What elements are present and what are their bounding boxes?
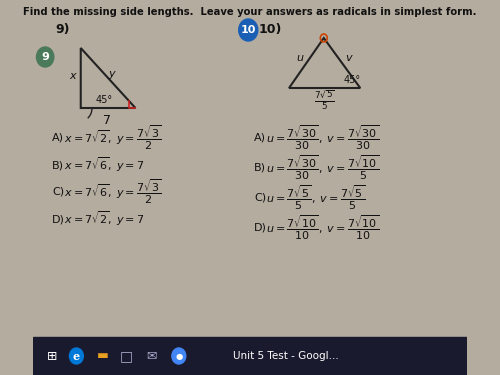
Text: □: □ [120, 349, 134, 363]
Text: ✉: ✉ [146, 350, 156, 363]
Text: $x = 7\sqrt{2},\;  y = \dfrac{7\sqrt{3}}{2}$: $x = 7\sqrt{2},\; y = \dfrac{7\sqrt{3}}{… [64, 124, 162, 152]
Text: 9): 9) [56, 24, 70, 36]
Text: C): C) [52, 187, 64, 197]
Text: $u = \dfrac{7\sqrt{30}}{30},\;  v = \dfrac{7\sqrt{10}}{5}$: $u = \dfrac{7\sqrt{30}}{30},\; v = \dfra… [266, 154, 380, 182]
Text: D): D) [52, 214, 65, 224]
Text: 45°: 45° [96, 95, 112, 105]
Text: $\frac{7\sqrt{5}}{5}$: $\frac{7\sqrt{5}}{5}$ [314, 88, 335, 112]
Circle shape [238, 19, 258, 41]
Text: ⊞: ⊞ [47, 350, 58, 363]
Text: C): C) [254, 193, 266, 203]
Text: 9: 9 [41, 52, 49, 62]
Text: 45°: 45° [344, 75, 361, 85]
Text: u: u [297, 53, 304, 63]
Text: e: e [73, 351, 80, 361]
Text: $u = \dfrac{7\sqrt{5}}{5},\;  v = \dfrac{7\sqrt{5}}{5}$: $u = \dfrac{7\sqrt{5}}{5},\; v = \dfrac{… [266, 184, 366, 212]
Text: $u = \dfrac{7\sqrt{10}}{10},\;  v = \dfrac{7\sqrt{10}}{10}$: $u = \dfrac{7\sqrt{10}}{10},\; v = \dfra… [266, 214, 380, 242]
Text: ●: ● [175, 351, 182, 360]
Text: B): B) [254, 163, 266, 173]
Text: A): A) [52, 133, 64, 143]
Circle shape [172, 348, 186, 364]
Text: $x = 7\sqrt{6},\;  y = \dfrac{7\sqrt{3}}{2}$: $x = 7\sqrt{6},\; y = \dfrac{7\sqrt{3}}{… [64, 178, 162, 206]
Text: v: v [345, 53, 352, 63]
Text: $x = 7\sqrt{6},\;  y = 7$: $x = 7\sqrt{6},\; y = 7$ [64, 156, 145, 174]
Circle shape [36, 47, 54, 67]
Circle shape [70, 348, 84, 364]
Bar [33, 337, 467, 375]
Text: B): B) [52, 160, 64, 170]
Text: $x = 7\sqrt{2},\;  y = 7$: $x = 7\sqrt{2},\; y = 7$ [64, 210, 145, 228]
Text: Unit 5 Test - Googl...: Unit 5 Test - Googl... [232, 351, 338, 361]
Text: 10: 10 [240, 25, 256, 35]
Text: A): A) [254, 133, 266, 143]
Text: D): D) [254, 223, 267, 233]
Text: 7: 7 [103, 114, 111, 126]
Text: ▬: ▬ [96, 350, 108, 363]
Text: y: y [108, 69, 114, 79]
Text: $u = \dfrac{7\sqrt{30}}{30},\;  v = \dfrac{7\sqrt{30}}{30}$: $u = \dfrac{7\sqrt{30}}{30},\; v = \dfra… [266, 124, 380, 152]
Text: 10): 10) [258, 24, 282, 36]
Text: Find the missing side lengths.  Leave your answers as radicals in simplest form.: Find the missing side lengths. Leave you… [24, 7, 477, 17]
Text: x: x [70, 71, 76, 81]
